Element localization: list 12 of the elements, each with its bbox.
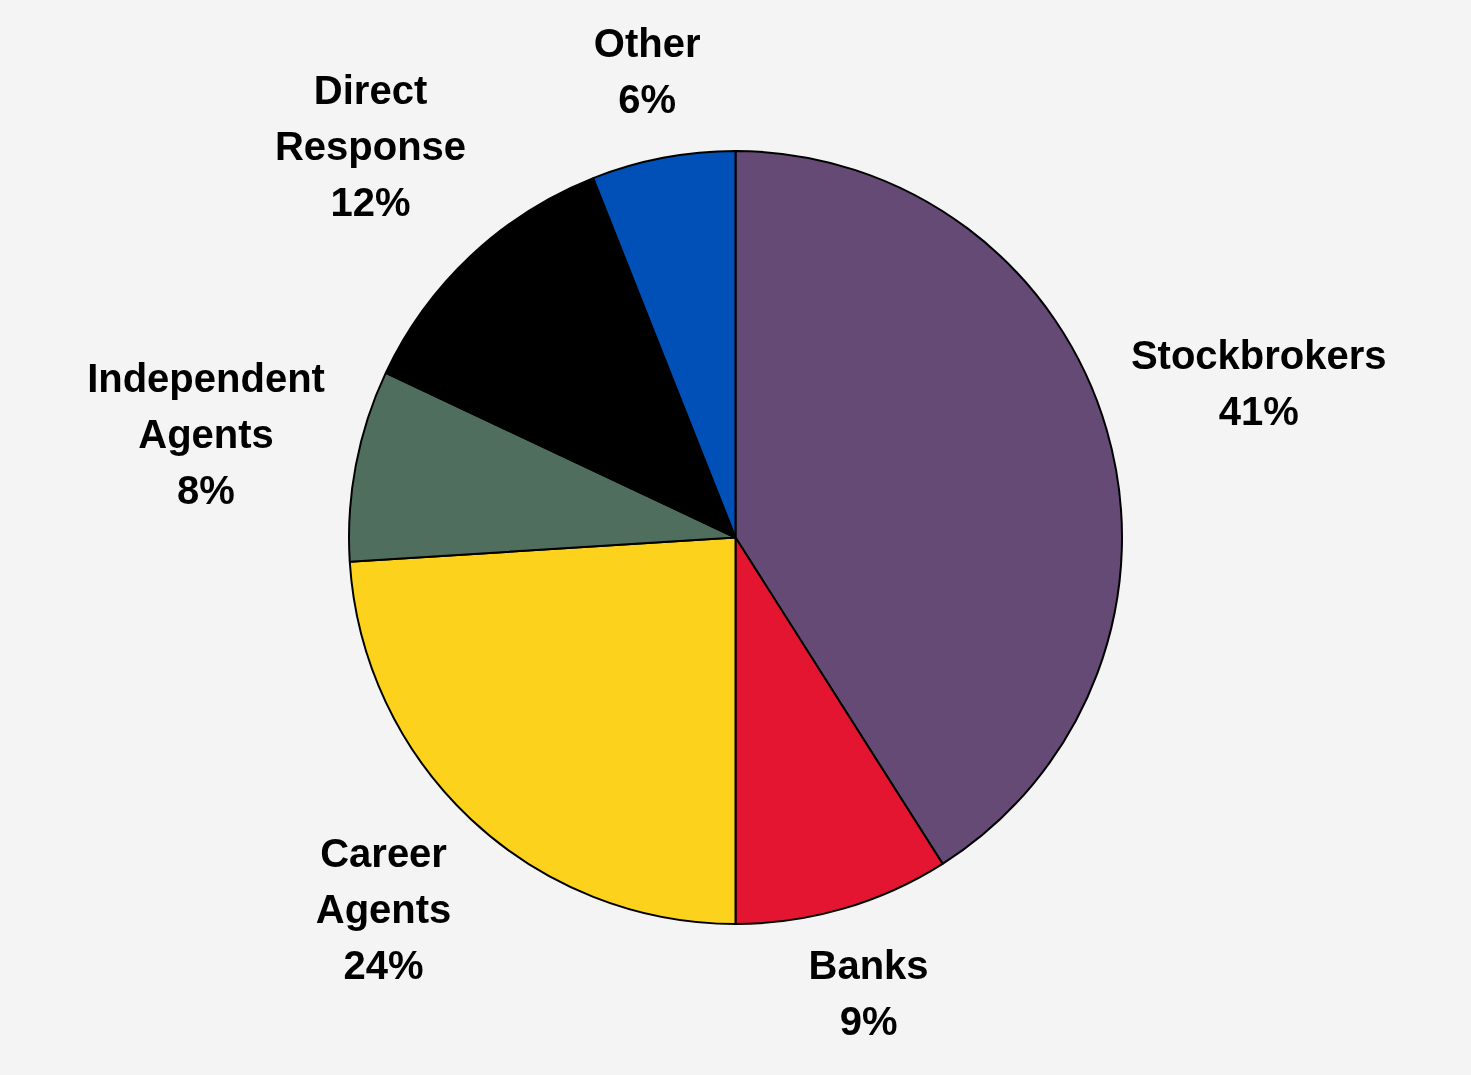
- slice-label: Direct Response: [274, 67, 467, 168]
- slice-label: Career Agents: [315, 831, 452, 932]
- data-label: 6%: [618, 77, 677, 122]
- data-label: 8%: [177, 467, 235, 512]
- slice-label: Stockbrokers: [1130, 332, 1387, 377]
- slice-label: Other: [593, 21, 701, 66]
- data-label: 12%: [330, 179, 411, 224]
- slice-label: Banks: [808, 942, 929, 987]
- data-label: 9%: [839, 998, 898, 1043]
- slice-label: Independent Agents: [87, 355, 325, 456]
- data-label: 41%: [1218, 388, 1299, 433]
- data-label: 24%: [343, 943, 424, 988]
